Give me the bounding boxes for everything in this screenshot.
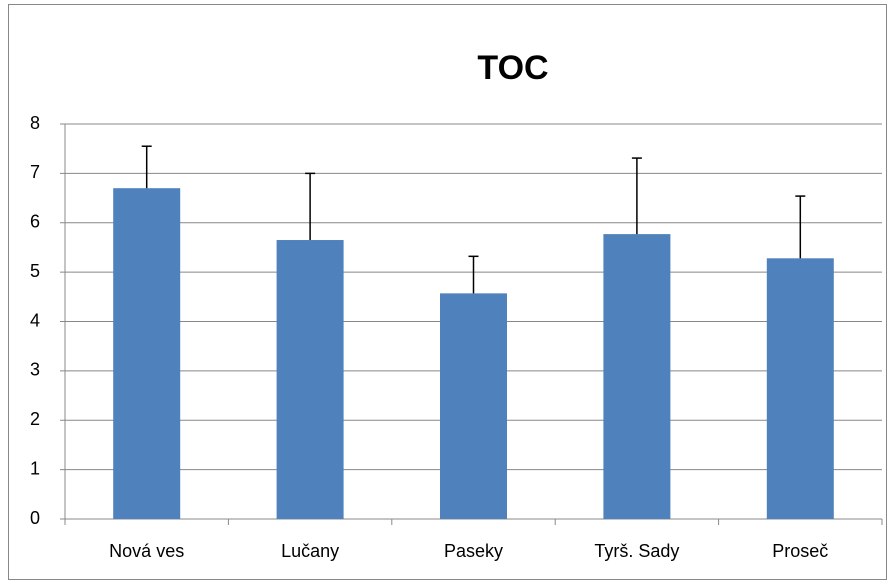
bar bbox=[276, 240, 344, 519]
x-tick-label: Tyrš. Sady bbox=[594, 541, 679, 561]
bar bbox=[113, 188, 181, 519]
y-tick-label: 3 bbox=[30, 360, 40, 380]
x-tick-label: Lučany bbox=[281, 541, 339, 561]
y-tick-label: 7 bbox=[30, 162, 40, 182]
y-tick-label: 5 bbox=[30, 261, 40, 281]
chart-title: TOC bbox=[477, 49, 548, 87]
y-tick-label: 0 bbox=[30, 508, 40, 528]
y-tick-label: 4 bbox=[30, 310, 40, 330]
bar bbox=[766, 258, 834, 519]
y-tick-label: 1 bbox=[30, 458, 40, 478]
y-tick-label: 6 bbox=[30, 212, 40, 232]
x-tick-label: Proseč bbox=[772, 541, 828, 561]
x-tick-label: Nová ves bbox=[109, 541, 184, 561]
y-tick-label: 2 bbox=[30, 409, 40, 429]
y-tick-label: 8 bbox=[30, 113, 40, 133]
bar bbox=[440, 293, 507, 519]
x-tick-label: Paseky bbox=[444, 541, 503, 561]
bar bbox=[603, 234, 671, 519]
